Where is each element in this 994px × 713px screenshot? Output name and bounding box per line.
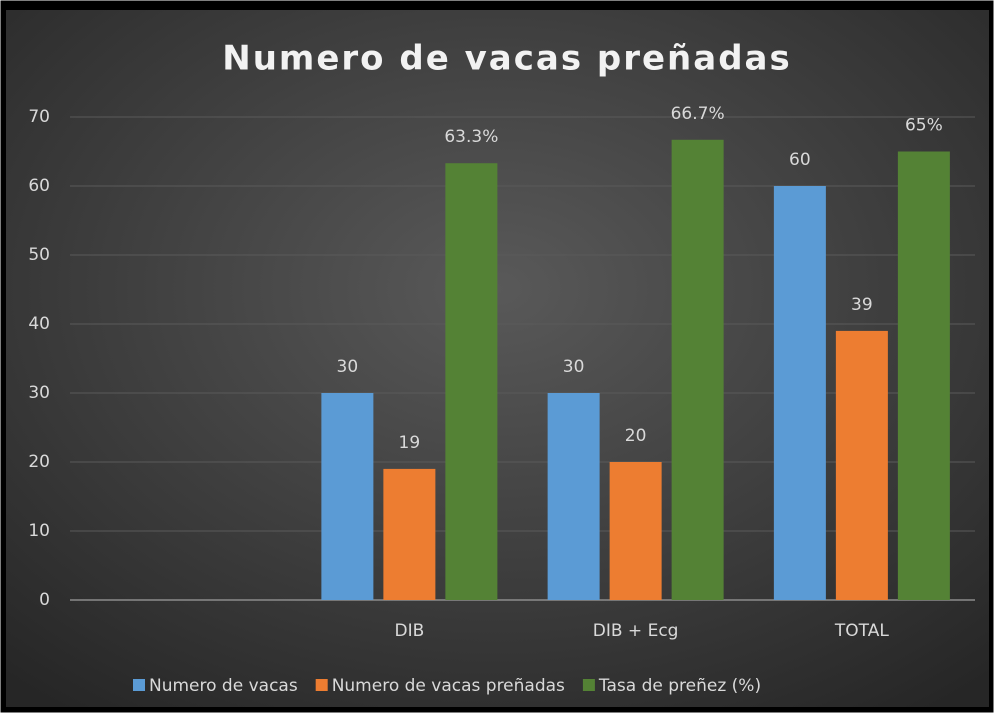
- y-tick-label: 30: [28, 383, 50, 403]
- bar: [773, 186, 826, 600]
- data-label: 65%: [905, 116, 943, 136]
- y-tick-label: 10: [28, 521, 50, 541]
- data-label: 19: [399, 433, 421, 453]
- chart-title: Numero de vacas preñadas: [222, 39, 791, 79]
- bar: [321, 393, 374, 600]
- legend-swatch: [582, 679, 595, 691]
- y-tick-label: 20: [28, 452, 50, 472]
- y-tick-label: 50: [28, 245, 50, 265]
- data-label: 63.3%: [444, 127, 498, 147]
- legend-label: Numero de vacas: [149, 676, 298, 696]
- y-tick-label: 40: [28, 314, 50, 334]
- bar: [897, 151, 950, 600]
- y-tick-label: 60: [28, 176, 50, 196]
- legend-label: Tasa de preñez (%): [598, 676, 761, 696]
- y-tick-label: 70: [28, 107, 50, 127]
- data-label: 30: [337, 357, 359, 377]
- bar: [445, 163, 498, 601]
- bar: [671, 139, 724, 600]
- bar: [383, 468, 436, 600]
- x-tick-label: DIB + Ecg: [593, 621, 679, 641]
- data-label: 60: [789, 150, 811, 170]
- bar: [835, 330, 888, 600]
- y-tick-label: 0: [39, 590, 50, 610]
- x-tick-label: DIB: [394, 621, 424, 641]
- data-label: 39: [851, 295, 873, 315]
- data-label: 30: [563, 357, 585, 377]
- data-label: 20: [625, 426, 647, 446]
- x-tick-label: TOTAL: [834, 621, 889, 641]
- legend-swatch: [315, 679, 328, 691]
- bar: [609, 462, 662, 600]
- bar: [547, 393, 600, 600]
- data-label: 66.7%: [671, 104, 725, 124]
- legend-label: Numero de vacas preñadas: [332, 676, 565, 696]
- legend-swatch: [133, 679, 145, 691]
